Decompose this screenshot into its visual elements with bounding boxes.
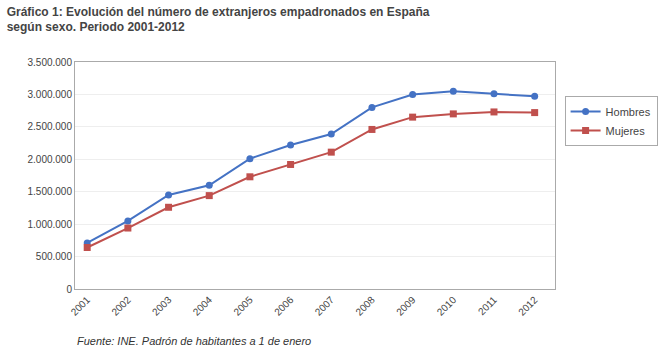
svg-text:2007: 2007	[313, 294, 337, 318]
svg-text:Hombres: Hombres	[606, 106, 651, 118]
svg-text:2012: 2012	[516, 294, 540, 318]
svg-text:2005: 2005	[231, 294, 255, 318]
svg-text:Mujeres: Mujeres	[606, 125, 646, 137]
svg-text:500.000: 500.000	[36, 251, 73, 262]
svg-text:3.000.000: 3.000.000	[28, 89, 73, 100]
svg-text:Gráfico 1: Evolución del númer: Gráfico 1: Evolución del número de extra…	[7, 5, 430, 35]
svg-text:2010: 2010	[435, 294, 459, 318]
svg-text:2.500.000: 2.500.000	[28, 121, 73, 132]
svg-text:3.500.000: 3.500.000	[28, 57, 73, 68]
svg-text:2004: 2004	[191, 294, 215, 318]
svg-text:1.000.000: 1.000.000	[28, 219, 73, 230]
svg-text:2002: 2002	[109, 294, 133, 318]
svg-text:1.500.000: 1.500.000	[28, 186, 73, 197]
svg-text:2006: 2006	[272, 294, 296, 318]
svg-text:2009: 2009	[394, 294, 418, 318]
svg-text:2001: 2001	[69, 294, 93, 318]
svg-text:2003: 2003	[150, 294, 174, 318]
svg-text:Fuente: INE. Padrón de habitan: Fuente: INE. Padrón de habitantes a 1 de…	[77, 335, 311, 347]
svg-text:2008: 2008	[353, 294, 377, 318]
svg-text:0: 0	[66, 284, 72, 295]
svg-text:2011: 2011	[476, 294, 499, 317]
svg-text:2.000.000: 2.000.000	[28, 154, 73, 165]
